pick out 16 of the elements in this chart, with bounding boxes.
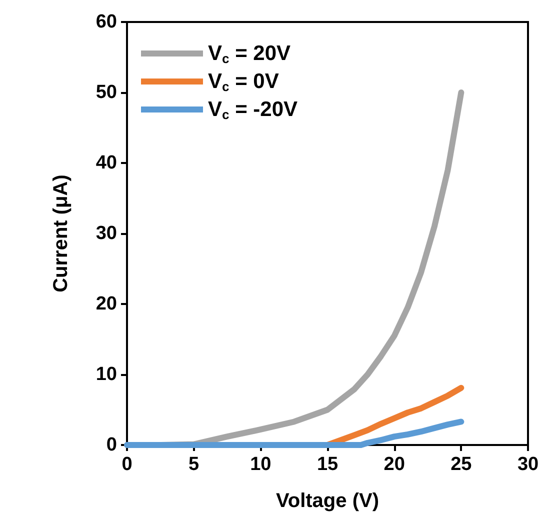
- x-tick-label: 15: [316, 454, 338, 475]
- x-tick-label: 10: [250, 454, 272, 475]
- x-tick-label: 25: [450, 454, 472, 475]
- x-axis-title: Voltage (V): [276, 490, 379, 512]
- y-tick-label: 50: [96, 82, 117, 103]
- y-tick-label: 0: [106, 434, 117, 456]
- x-tick-label: 5: [188, 454, 200, 475]
- y-tick-label: 20: [96, 294, 117, 314]
- x-tick-label: 20: [384, 454, 405, 475]
- x-tick-label: 30: [517, 454, 539, 475]
- x-tick-label: 0: [122, 454, 132, 475]
- y-tick-label: 60: [96, 12, 117, 32]
- y-tick-label: 10: [96, 364, 117, 385]
- y-tick-label: 30: [96, 223, 117, 244]
- y-axis-title: Current (μA): [50, 174, 72, 292]
- y-tick-label: 40: [96, 152, 117, 174]
